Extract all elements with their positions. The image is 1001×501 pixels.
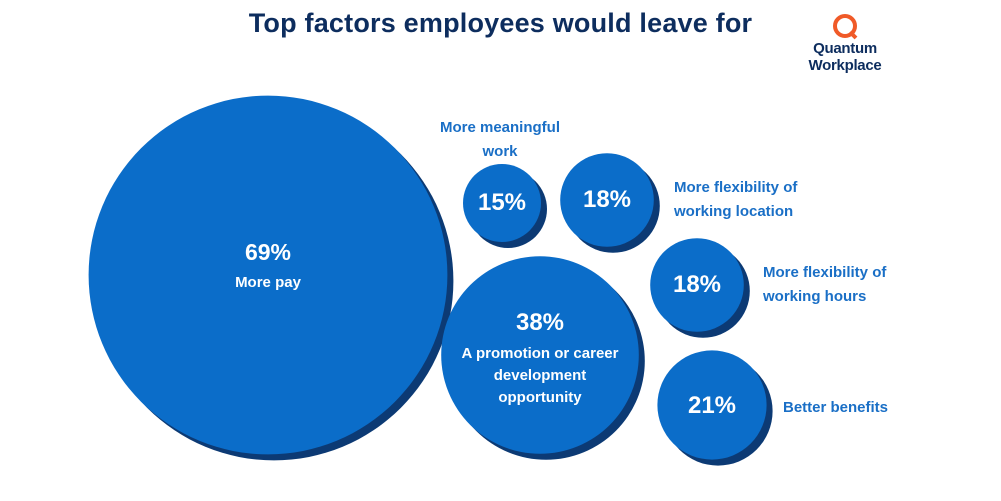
bubble: [650, 238, 744, 332]
category-label: More pay: [235, 274, 301, 291]
value-label: 18%: [582, 185, 632, 213]
bubble: [441, 256, 639, 454]
logo-icon: [833, 14, 857, 38]
category-label: More flexibility of working hours: [763, 264, 887, 305]
value-label: 18%: [672, 270, 722, 298]
logo-icon-tail: [848, 30, 858, 40]
category-label: More meaningful work: [439, 119, 560, 160]
category-label: Better benefits: [783, 399, 889, 416]
value-label: 38%: [515, 308, 565, 336]
logo-text: Quantum Workplace: [808, 40, 882, 74]
category-label: More flexibility of working location: [674, 179, 798, 220]
value-label: 21%: [687, 391, 737, 419]
category-label: A promotion or career development opport…: [461, 345, 619, 406]
bubble: [88, 95, 448, 455]
value-label: 15%: [477, 188, 527, 216]
bubble: [463, 164, 541, 242]
bubble: [657, 350, 767, 460]
chart-title: Top factors employees would leave for: [248, 8, 753, 38]
value-label: 69%: [244, 239, 292, 266]
bubble: [560, 153, 654, 247]
